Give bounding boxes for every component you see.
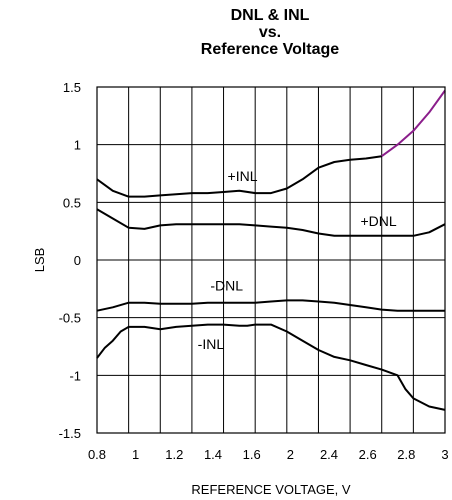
x-tick-label: 1.4 [204, 447, 222, 462]
series-line-inl [96, 155, 382, 198]
y-tick-label: -1 [69, 368, 81, 383]
x-tick-label: 2 [287, 447, 294, 462]
x-tick-label: 2.8 [397, 447, 415, 462]
y-tick-label: 1 [74, 138, 81, 153]
x-tick-label: 3 [441, 447, 448, 462]
chart-title-line-3: Reference Voltage [200, 41, 340, 58]
plot-frame [96, 86, 446, 434]
y-tick-label: -0.5 [59, 311, 81, 326]
series-annotation: -INL [198, 336, 225, 352]
y-tick-label: 0.5 [63, 195, 81, 210]
chart-title-line-2: vs. [258, 24, 282, 41]
series-line-dnl [96, 208, 446, 237]
series-line-highlight [381, 89, 446, 158]
series-annotation: +DNL [360, 213, 396, 229]
y-tick-label: 0 [74, 253, 81, 268]
y-axis-label: LSB [32, 248, 47, 273]
series-annotations: +INL +DNL -DNL -INL [198, 168, 397, 352]
tick-labels: 0.8 1 1.2 1.4 1.6 2 2.4 2.6 2.8 3 1.5 1 0.5 0 -0.5 -1 -1… [59, 80, 449, 462]
series-lines [96, 89, 446, 411]
x-tick-label: 2.6 [359, 447, 377, 462]
x-tick-label: 1.6 [243, 447, 261, 462]
chart-title-line-1: DNL & INL [230, 7, 310, 24]
x-tick-label: 1.2 [165, 447, 183, 462]
series-annotation: +INL [228, 168, 258, 184]
series-line-dnl [96, 299, 445, 312]
x-tick-label: 2.4 [320, 447, 338, 462]
series-line-inl [96, 323, 446, 411]
x-axis-label: REFERENCE VOLTAGE, V [191, 482, 350, 497]
x-tick-label: 1 [132, 447, 139, 462]
y-tick-label: 1.5 [63, 80, 81, 95]
x-tick-label: 0.8 [88, 447, 106, 462]
y-tick-label: -1.5 [59, 426, 81, 441]
grid [96, 86, 446, 434]
series-annotation: -DNL [210, 277, 243, 293]
